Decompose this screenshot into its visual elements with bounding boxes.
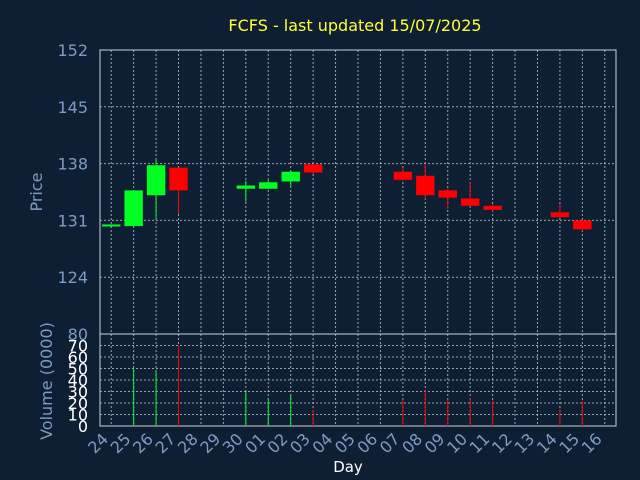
volume-tick-label: 60 xyxy=(68,348,88,367)
volume-bars xyxy=(133,345,583,426)
volume-tick-label: 10 xyxy=(68,406,88,425)
volume-tick-label: 70 xyxy=(68,337,88,356)
candle-body xyxy=(124,190,143,227)
price-tick-label: 124 xyxy=(57,268,88,287)
volume-plot-frame xyxy=(99,333,617,427)
price-axis-label: Price xyxy=(27,172,46,211)
candle-body xyxy=(303,164,323,173)
volume-tick-label: 20 xyxy=(68,394,88,413)
candle-body xyxy=(236,185,256,189)
volume-tick-label: 80 xyxy=(68,325,88,344)
candles xyxy=(102,159,592,231)
volume-axis-label: Volume (0000) xyxy=(37,322,56,440)
candle-body xyxy=(393,171,413,180)
price-tick-label: 138 xyxy=(57,155,88,174)
volume-grid xyxy=(100,333,616,427)
candle-body xyxy=(281,171,300,182)
volume-tick-label: 40 xyxy=(68,371,88,390)
x-axis-label: Day xyxy=(333,458,363,476)
candle-body xyxy=(146,165,166,196)
price-tick-label: 131 xyxy=(57,211,88,230)
day-tick-label: 16 xyxy=(578,429,606,457)
price-tick-label: 145 xyxy=(57,98,88,117)
candle-body xyxy=(169,167,188,191)
chart-title: FCFS - last updated 15/07/2025 xyxy=(228,16,481,35)
volume-tick-label: 0 xyxy=(78,417,88,436)
candle-body xyxy=(416,175,435,196)
price-tick-labels: 124 131 138 145 152 xyxy=(57,41,88,287)
day-tick-labels: 2425262728293001020304050607080910111213… xyxy=(84,429,605,457)
candle-body xyxy=(438,190,457,198)
candle-body xyxy=(550,212,570,218)
price-grid xyxy=(100,49,616,334)
candle-body xyxy=(573,220,592,230)
candle-body xyxy=(102,224,121,227)
candle-body xyxy=(460,198,480,206)
candle-body xyxy=(483,205,502,210)
candle-body xyxy=(259,182,278,189)
volume-tick-label: 50 xyxy=(68,360,88,379)
volume-tick-label: 30 xyxy=(68,383,88,402)
price-tick-label: 152 xyxy=(57,41,88,60)
